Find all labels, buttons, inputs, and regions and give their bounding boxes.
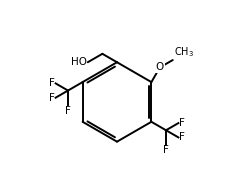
- Text: F: F: [49, 93, 55, 103]
- Text: F: F: [163, 145, 169, 155]
- Text: F: F: [49, 78, 55, 88]
- Text: F: F: [179, 118, 185, 128]
- Text: HO: HO: [71, 57, 87, 67]
- Text: F: F: [179, 132, 185, 142]
- Text: O: O: [156, 62, 164, 73]
- Text: F: F: [65, 106, 71, 116]
- Text: CH$_3$: CH$_3$: [174, 45, 194, 59]
